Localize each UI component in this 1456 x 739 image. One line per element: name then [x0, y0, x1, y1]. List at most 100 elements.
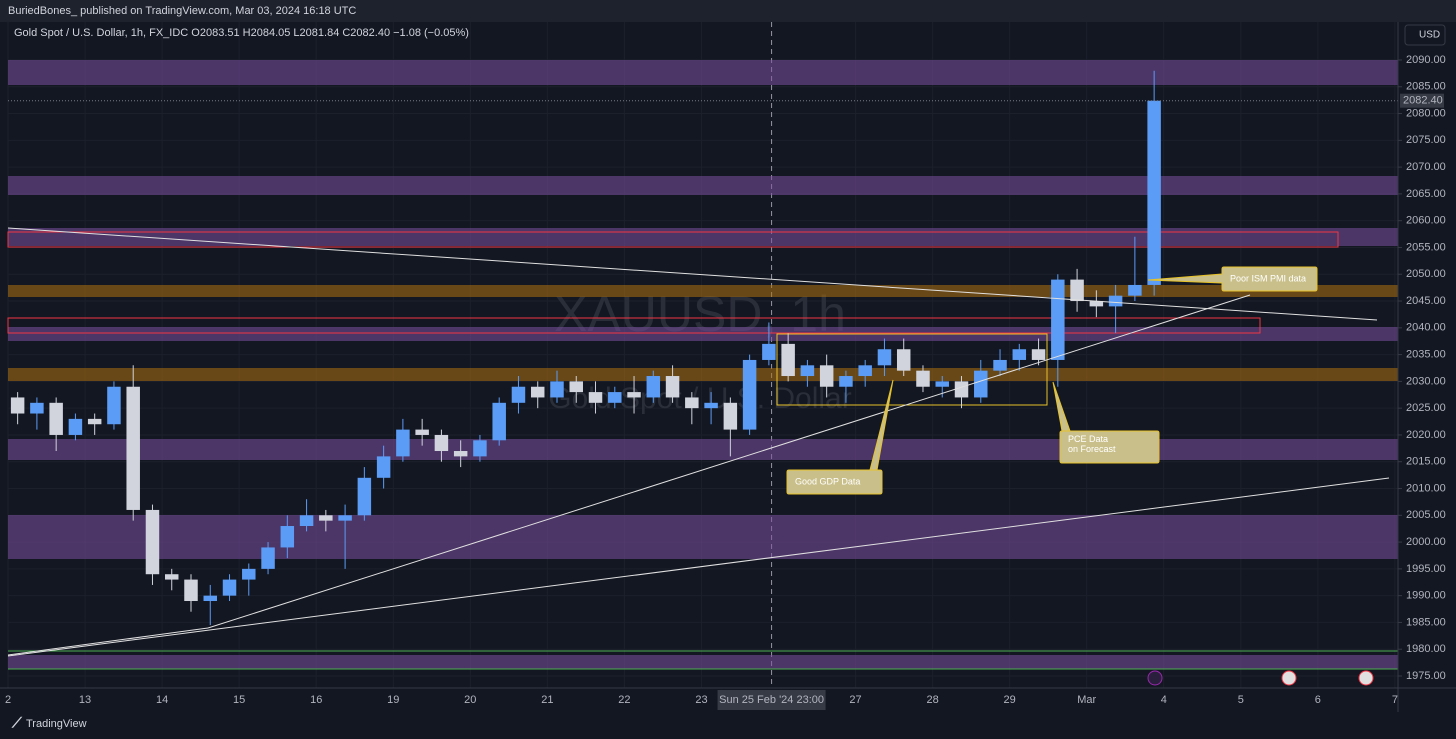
y-tick-label: 2090.00 [1406, 54, 1446, 66]
candle-body [338, 515, 352, 521]
candle-body [530, 386, 545, 398]
candle-body [1128, 284, 1142, 296]
x-tick-label: 21 [541, 694, 553, 706]
y-tick-label: 2020.00 [1406, 429, 1446, 441]
callout [786, 379, 894, 495]
candle-body [819, 365, 834, 387]
zone [8, 60, 1398, 85]
candle-body [145, 509, 160, 575]
candle-body [781, 343, 795, 377]
candle-body [742, 359, 757, 430]
candle-body [396, 429, 410, 457]
candle-body [974, 370, 988, 398]
event-icon[interactable] [1281, 670, 1297, 686]
zone [8, 228, 1398, 246]
zone [8, 515, 1398, 559]
candle-body [222, 579, 237, 596]
last-price-bg [1400, 93, 1444, 108]
candle-body [665, 376, 680, 398]
candle-body [434, 434, 449, 452]
candle-body [954, 381, 969, 398]
candle-body [30, 402, 44, 414]
footer-logo: ⟋ [11, 715, 23, 731]
footer [0, 712, 1456, 739]
candle-body [415, 429, 429, 435]
candle-body [1012, 349, 1027, 360]
y-tick-label: 2050.00 [1406, 268, 1446, 280]
x-tick-label: 6 [1315, 694, 1321, 706]
candles [8, 70, 1398, 626]
x-tick-label: 22 [618, 694, 630, 706]
y-tick-label: 2000.00 [1406, 536, 1446, 548]
callout-text: Poor ISM PMI data [1230, 273, 1306, 283]
legend: Gold Spot / U.S. Dollar, 1h, FX_IDC O208… [14, 27, 469, 39]
candle-body [453, 451, 468, 457]
candle-body [1031, 349, 1046, 360]
y-tick-label: 1980.00 [1406, 643, 1446, 655]
candle-body [242, 568, 256, 580]
y-tick-label: 2070.00 [1406, 161, 1446, 173]
y-tick-label: 2035.00 [1406, 349, 1446, 361]
candle-body [935, 381, 949, 387]
zone [8, 655, 1398, 669]
candle-body [203, 595, 218, 602]
candle-body [723, 402, 738, 430]
candle-body [107, 386, 121, 425]
candle-body [704, 402, 718, 409]
candle-body [916, 370, 930, 387]
footer-brand: TradingView [26, 718, 87, 730]
candle-body [261, 547, 275, 569]
currency-button[interactable] [1404, 24, 1446, 46]
y-tick-label: 1995.00 [1406, 563, 1446, 575]
x-tick-label: 27 [849, 694, 861, 706]
x-tick-label: Mar [1077, 694, 1096, 706]
candle-body [164, 574, 179, 580]
y-tick-label: 2085.00 [1406, 81, 1446, 93]
callout [1052, 381, 1160, 464]
y-tick-label: 1990.00 [1406, 590, 1446, 602]
red-box [7, 231, 1339, 248]
candle-body [646, 376, 661, 398]
candle-body [1108, 295, 1123, 307]
candle-body [376, 456, 391, 478]
red-box [7, 317, 1261, 334]
zone [8, 176, 1398, 195]
y-tick-label: 2015.00 [1406, 456, 1446, 468]
trendline [7, 627, 209, 656]
candle-body [49, 402, 63, 435]
candle-body [627, 392, 641, 398]
candle-body [68, 418, 83, 435]
y-tick-label: 2045.00 [1406, 295, 1446, 307]
crosshair-label: Sun 25 Feb '24 23:00 [719, 694, 824, 706]
y-tick-label: 2040.00 [1406, 322, 1446, 334]
y-tick-label: 2025.00 [1406, 402, 1446, 414]
candle-body [877, 349, 892, 366]
trendline [7, 227, 1378, 321]
x-tick-label: 4 [1161, 694, 1167, 706]
candle-body [1147, 100, 1161, 285]
y-tick-label: 2010.00 [1406, 482, 1446, 494]
y-tick-label: 1975.00 [1406, 670, 1446, 682]
candle-body [473, 440, 487, 457]
y-tick-label: 2080.00 [1406, 107, 1446, 119]
candle-body [1051, 279, 1065, 360]
trendline [207, 294, 1251, 629]
callout-box: PCE Data on Forecast [1068, 434, 1116, 454]
y-tick-label: 2055.00 [1406, 241, 1446, 253]
x-tick-label: 2 [5, 694, 11, 706]
candle-body [10, 397, 25, 414]
candle-body [588, 392, 603, 403]
candle-body [87, 418, 102, 425]
event-icon[interactable] [1147, 670, 1163, 686]
x-tick-label: 29 [1004, 694, 1016, 706]
last-price-label: 2082.40 [1403, 95, 1443, 107]
event-icon[interactable] [1358, 670, 1374, 686]
currency-button-label[interactable]: USD [1419, 30, 1440, 41]
crosshair-label-bg [717, 690, 826, 710]
x-tick-label: 19 [387, 694, 399, 706]
candle-body [357, 477, 372, 516]
y-tick-label: 2075.00 [1406, 134, 1446, 146]
x-tick-label: 5 [1238, 694, 1244, 706]
